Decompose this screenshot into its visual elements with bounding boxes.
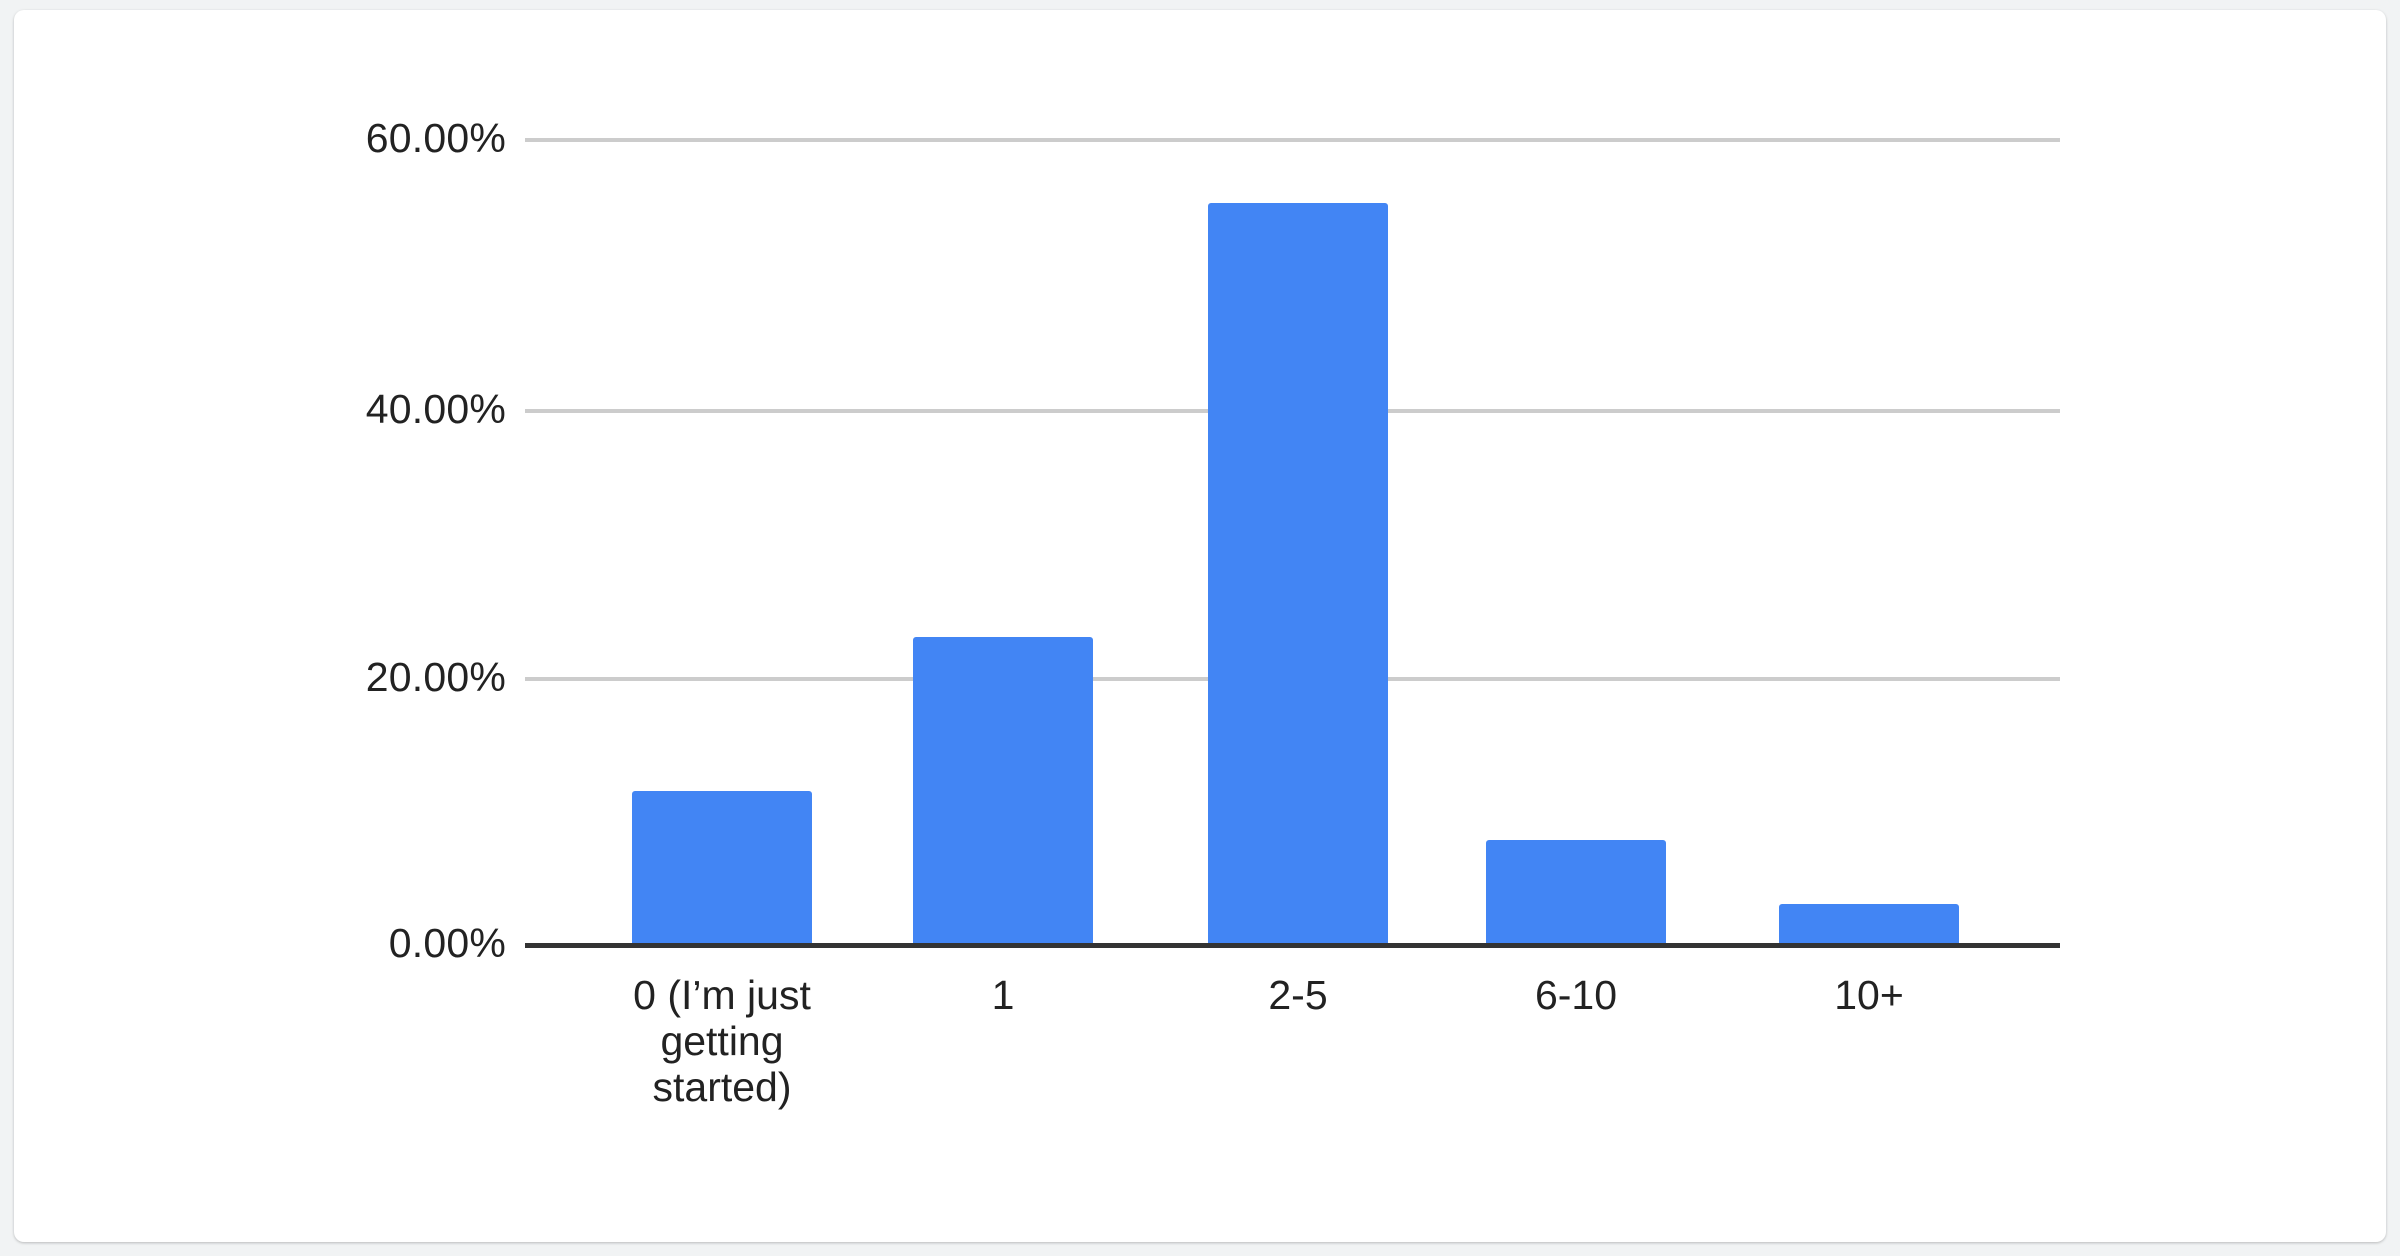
y-axis-label-20: 20.00%: [365, 654, 506, 700]
bar-category-3[interactable]: [1486, 840, 1666, 943]
x-axis-label-0: 0 (I’m just getting started): [633, 972, 811, 1110]
bar-category-0[interactable]: [632, 791, 812, 943]
y-axis-label-0: 0.00%: [388, 920, 506, 966]
y-axis-label-60: 60.00%: [365, 115, 506, 161]
bar-category-2[interactable]: [1208, 203, 1388, 943]
x-axis-label-3: 6-10: [1534, 972, 1618, 1018]
gridline-60: [525, 138, 2060, 142]
bar-chart: 60.00% 40.00% 20.00% 0.00% 0 (I’m just g…: [14, 10, 2386, 1242]
x-axis-line: [525, 943, 2060, 948]
chart-card: 60.00% 40.00% 20.00% 0.00% 0 (I’m just g…: [14, 10, 2386, 1242]
bar-category-4[interactable]: [1779, 904, 1959, 943]
bar-category-1[interactable]: [913, 637, 1093, 943]
x-axis-label-2: 2-5: [1268, 972, 1328, 1018]
y-axis-label-40: 40.00%: [365, 386, 506, 432]
x-axis-label-4: 10+: [1834, 972, 1904, 1018]
x-axis-label-1: 1: [991, 972, 1015, 1018]
